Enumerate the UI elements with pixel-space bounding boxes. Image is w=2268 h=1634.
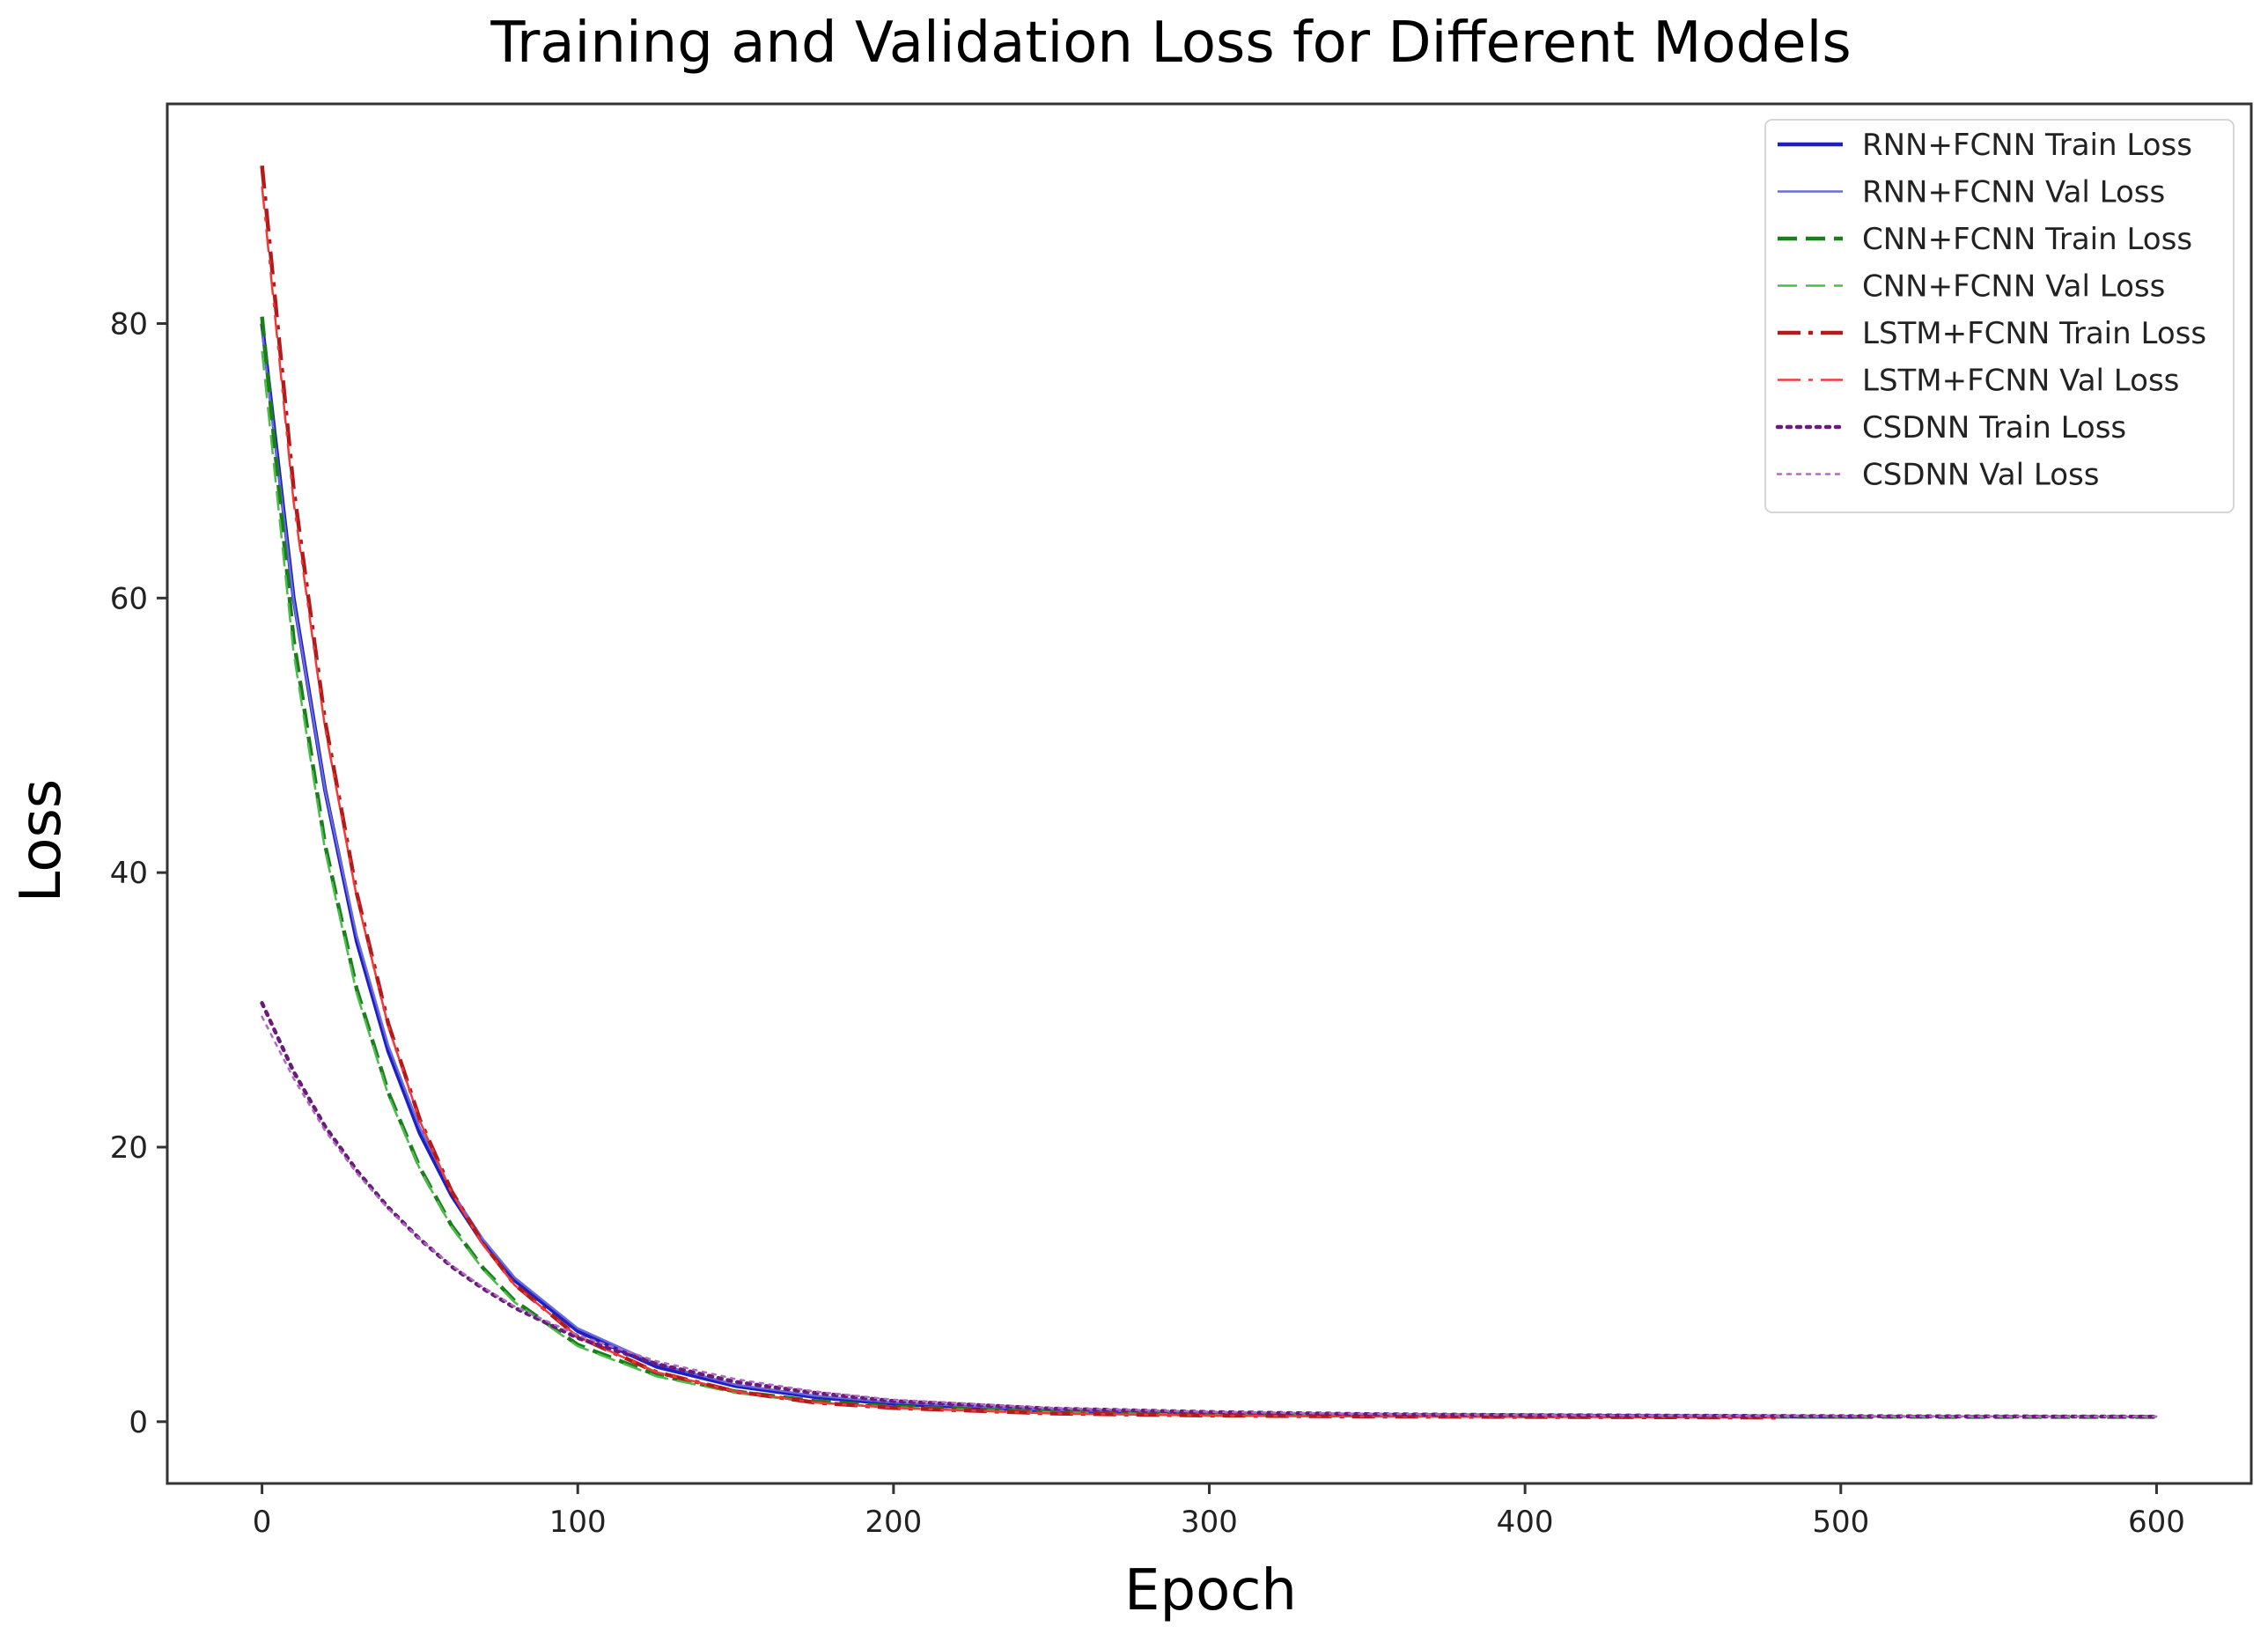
- x-tick-label: 600: [2128, 1505, 2185, 1540]
- legend-label: CNN+FCNN Train Loss: [1862, 222, 2192, 257]
- legend-label: LSTM+FCNN Val Loss: [1862, 364, 2179, 399]
- y-axis-label: Loss: [9, 779, 74, 902]
- x-tick-label: 0: [253, 1505, 272, 1540]
- x-tick-label: 400: [1497, 1505, 1554, 1540]
- legend-label: CSDNN Val Loss: [1862, 458, 2099, 493]
- legend: RNN+FCNN Train Loss RNN+FCNN Val Loss CNN+…: [1764, 119, 2235, 513]
- y-tick-label: 60: [110, 581, 148, 616]
- chart-title: Training and Validation Loss for Differe…: [490, 11, 1851, 76]
- series-layer: [260, 165, 2159, 1420]
- x-tick-label: 500: [1812, 1505, 1869, 1540]
- legend-label: CNN+FCNN Val Loss: [1862, 269, 2165, 305]
- series-line-6: [261, 186, 1778, 1419]
- legend-label: RNN+FCNN Val Loss: [1862, 175, 2165, 210]
- x-tick-label: 200: [865, 1505, 922, 1540]
- x-tick-label: 100: [549, 1505, 607, 1540]
- x-tick-label: 300: [1181, 1505, 1238, 1540]
- x-axis-label: Epoch: [1124, 1558, 1297, 1623]
- series-line-8: [261, 1015, 2158, 1418]
- y-tick-label: 0: [129, 1405, 148, 1440]
- legend-label: LSTM+FCNN Train Loss: [1862, 316, 2206, 351]
- y-tick-label: 80: [110, 306, 148, 342]
- legend-label: CSDNN Train Loss: [1862, 410, 2126, 445]
- y-tick-label: 20: [110, 1130, 148, 1166]
- axis-ticks: 0 100 200 300 400 500 600 0 20 40 60 80: [110, 306, 2185, 1540]
- legend-box: [1764, 119, 2235, 513]
- y-tick-label: 40: [110, 856, 148, 891]
- series-line-7: [260, 1001, 2159, 1419]
- legend-label: RNN+FCNN Train Loss: [1862, 128, 2192, 163]
